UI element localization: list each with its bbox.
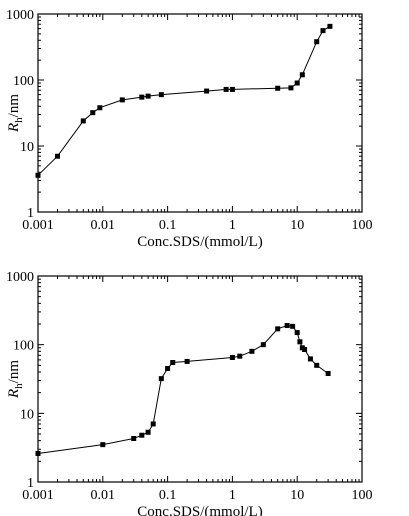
x-tick-label: 0.001 xyxy=(22,488,54,503)
data-point xyxy=(170,359,176,365)
data-point xyxy=(314,39,320,45)
data-point xyxy=(223,86,229,92)
x-tick-label: 0.1 xyxy=(159,488,177,503)
series-line xyxy=(37,25,331,176)
plot-frame xyxy=(37,275,363,483)
data-point xyxy=(97,105,103,111)
data-point xyxy=(204,88,210,94)
data-point xyxy=(229,86,235,92)
x-axis-title: Conc.SDS/(mmol/L) xyxy=(137,234,262,250)
x-tick-label: 100 xyxy=(352,488,373,503)
data-point xyxy=(229,355,235,361)
x-tick-label: 0.001 xyxy=(22,218,54,233)
chart-panel-bottom: 0.001 0.01 0.1 1 10 100 1 10 100 1000 Conc.SDS/(mm… xyxy=(6,270,373,516)
data-point xyxy=(119,97,125,103)
data-point xyxy=(297,339,303,345)
y-axis-title-subscript: h xyxy=(13,383,25,389)
y-tick-label: 1000 xyxy=(6,8,34,23)
x-tick-label: 0.01 xyxy=(91,488,116,503)
data-point xyxy=(139,432,145,438)
data-point xyxy=(35,172,41,178)
x-tick-label: 1 xyxy=(229,218,236,233)
data-point xyxy=(294,330,300,336)
y-tick-label: 100 xyxy=(13,339,34,354)
data-point xyxy=(325,371,331,377)
y-axis-title-unit: /nm xyxy=(6,94,22,118)
data-point xyxy=(158,92,164,98)
y-axis-title-symbol: R xyxy=(6,389,22,399)
plot-frame xyxy=(37,13,363,213)
data-point xyxy=(249,348,255,354)
data-point xyxy=(307,356,313,362)
data-point xyxy=(100,442,106,448)
data-point xyxy=(288,85,294,91)
y-axis-title-subscript: h xyxy=(13,117,25,123)
data-point xyxy=(55,153,61,159)
data-point xyxy=(284,323,290,329)
x-axis-title: Conc.SDS/(mmol/L) xyxy=(137,504,262,516)
y-tick-label: 1 xyxy=(27,476,34,491)
x-tick-label: 10 xyxy=(290,218,304,233)
series-line xyxy=(37,324,329,454)
x-tick-label: 10 xyxy=(290,488,304,503)
x-tick-label: 0.01 xyxy=(91,218,116,233)
y-tick-label: 100 xyxy=(13,74,34,89)
chart-panel-top: 0.001 0.01 0.1 1 10 100 1 10 100 1000 Conc.SDS/(mm… xyxy=(6,8,373,250)
data-point xyxy=(299,72,305,78)
x-tick-label: 100 xyxy=(352,218,373,233)
data-point xyxy=(314,362,320,368)
data-point xyxy=(320,28,326,34)
y-axis-title: Rh/nm xyxy=(6,94,25,133)
data-point xyxy=(290,323,296,329)
data-point xyxy=(131,436,137,442)
x-tick-label: 0.1 xyxy=(159,218,177,233)
data-point xyxy=(150,421,156,427)
data-point xyxy=(294,80,300,86)
data-point xyxy=(184,358,190,364)
y-axis-title: Rh/nm xyxy=(6,360,25,399)
y-axis-title-unit: /nm xyxy=(6,360,22,384)
data-point xyxy=(275,326,281,332)
data-point xyxy=(80,118,86,124)
data-point xyxy=(158,376,164,382)
y-tick-label: 10 xyxy=(20,407,34,422)
data-point xyxy=(90,110,96,116)
y-tick-label: 1 xyxy=(27,206,34,221)
x-tick-label: 1 xyxy=(229,488,236,503)
data-point xyxy=(275,85,281,91)
data-point xyxy=(145,429,151,435)
data-point xyxy=(139,94,145,100)
data-point xyxy=(145,93,151,99)
data-point xyxy=(302,347,308,353)
y-tick-label: 10 xyxy=(20,140,34,155)
data-point xyxy=(327,23,333,29)
y-axis-title-symbol: R xyxy=(6,123,22,133)
data-point xyxy=(165,365,171,371)
y-tick-label: 1000 xyxy=(6,270,34,285)
data-point xyxy=(260,342,266,348)
data-point xyxy=(237,353,243,359)
data-point xyxy=(35,451,41,457)
